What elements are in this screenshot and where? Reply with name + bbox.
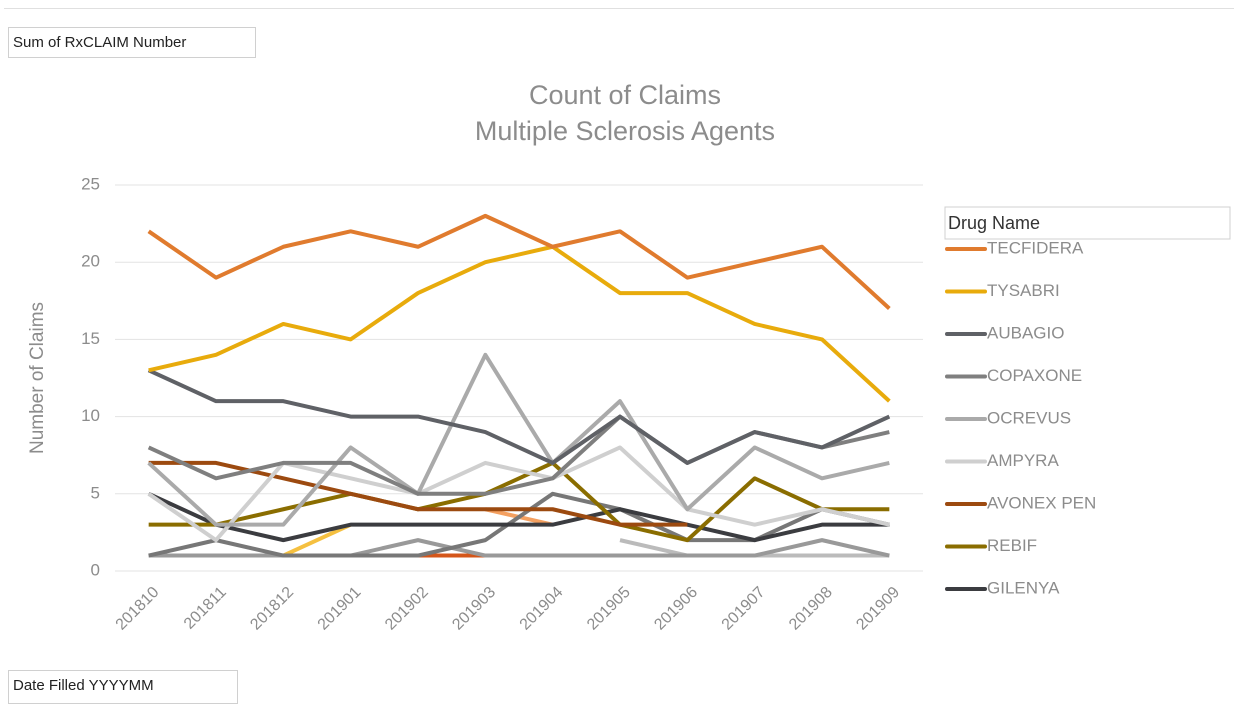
chart-subtitle: Multiple Sclerosis Agents (475, 116, 775, 146)
series-line (148, 244, 891, 403)
y-tick-label: 15 (81, 329, 100, 348)
chart-area (4, 8, 1234, 709)
y-tick-label: 5 (91, 483, 100, 502)
legend-label: OCREVUS (987, 408, 1071, 427)
x-tick-label: 201907 (719, 584, 769, 634)
y-tick-label: 0 (91, 560, 100, 579)
x-tick-label: 201810 (113, 584, 163, 634)
legend-title-box[interactable] (944, 206, 1231, 240)
series-line (147, 213, 891, 310)
chart-title: Count of Claims (529, 80, 721, 110)
legend-label: AMPYRA (987, 451, 1059, 470)
x-tick-label: 201903 (449, 584, 499, 634)
series-line (148, 491, 890, 558)
x-tick-label: 201905 (584, 584, 634, 634)
y-axis-label: Number of Claims (27, 302, 48, 454)
x-tick-label: 201906 (651, 584, 701, 634)
legend-label: GILENYA (987, 578, 1060, 597)
legend-label: REBIF (987, 536, 1037, 555)
x-tick-label: 201902 (382, 584, 432, 634)
series-line (147, 414, 890, 496)
legend-label: COPAXONE (987, 366, 1082, 385)
legend-label: AVONEX PEN (987, 493, 1096, 512)
y-tick-label: 10 (81, 406, 100, 425)
series-line (147, 352, 890, 527)
legend-label: TYSABRI (987, 281, 1060, 300)
x-tick-label: 201904 (517, 584, 567, 634)
x-tick-label: 201909 (853, 584, 903, 634)
series-line (147, 445, 890, 543)
series-line (148, 460, 688, 527)
axis-field-button[interactable]: Date Filled YYYYMM (8, 670, 238, 704)
legend-label: TECFIDERA (987, 238, 1084, 257)
y-tick-label: 25 (81, 174, 100, 193)
series-line (148, 460, 890, 543)
x-tick-label: 201901 (315, 584, 365, 634)
series-line (148, 538, 890, 558)
series-line (147, 368, 891, 465)
series-line (147, 491, 890, 543)
legend-title: Drug Name (948, 213, 1040, 233)
x-tick-label: 201812 (247, 584, 297, 634)
legend-label: AUBAGIO (987, 323, 1064, 342)
x-tick-label: 201811 (181, 584, 230, 633)
x-tick-label: 201908 (786, 584, 836, 634)
y-tick-label: 20 (81, 252, 100, 271)
values-field-button[interactable]: Sum of RxCLAIM Number (8, 27, 256, 58)
